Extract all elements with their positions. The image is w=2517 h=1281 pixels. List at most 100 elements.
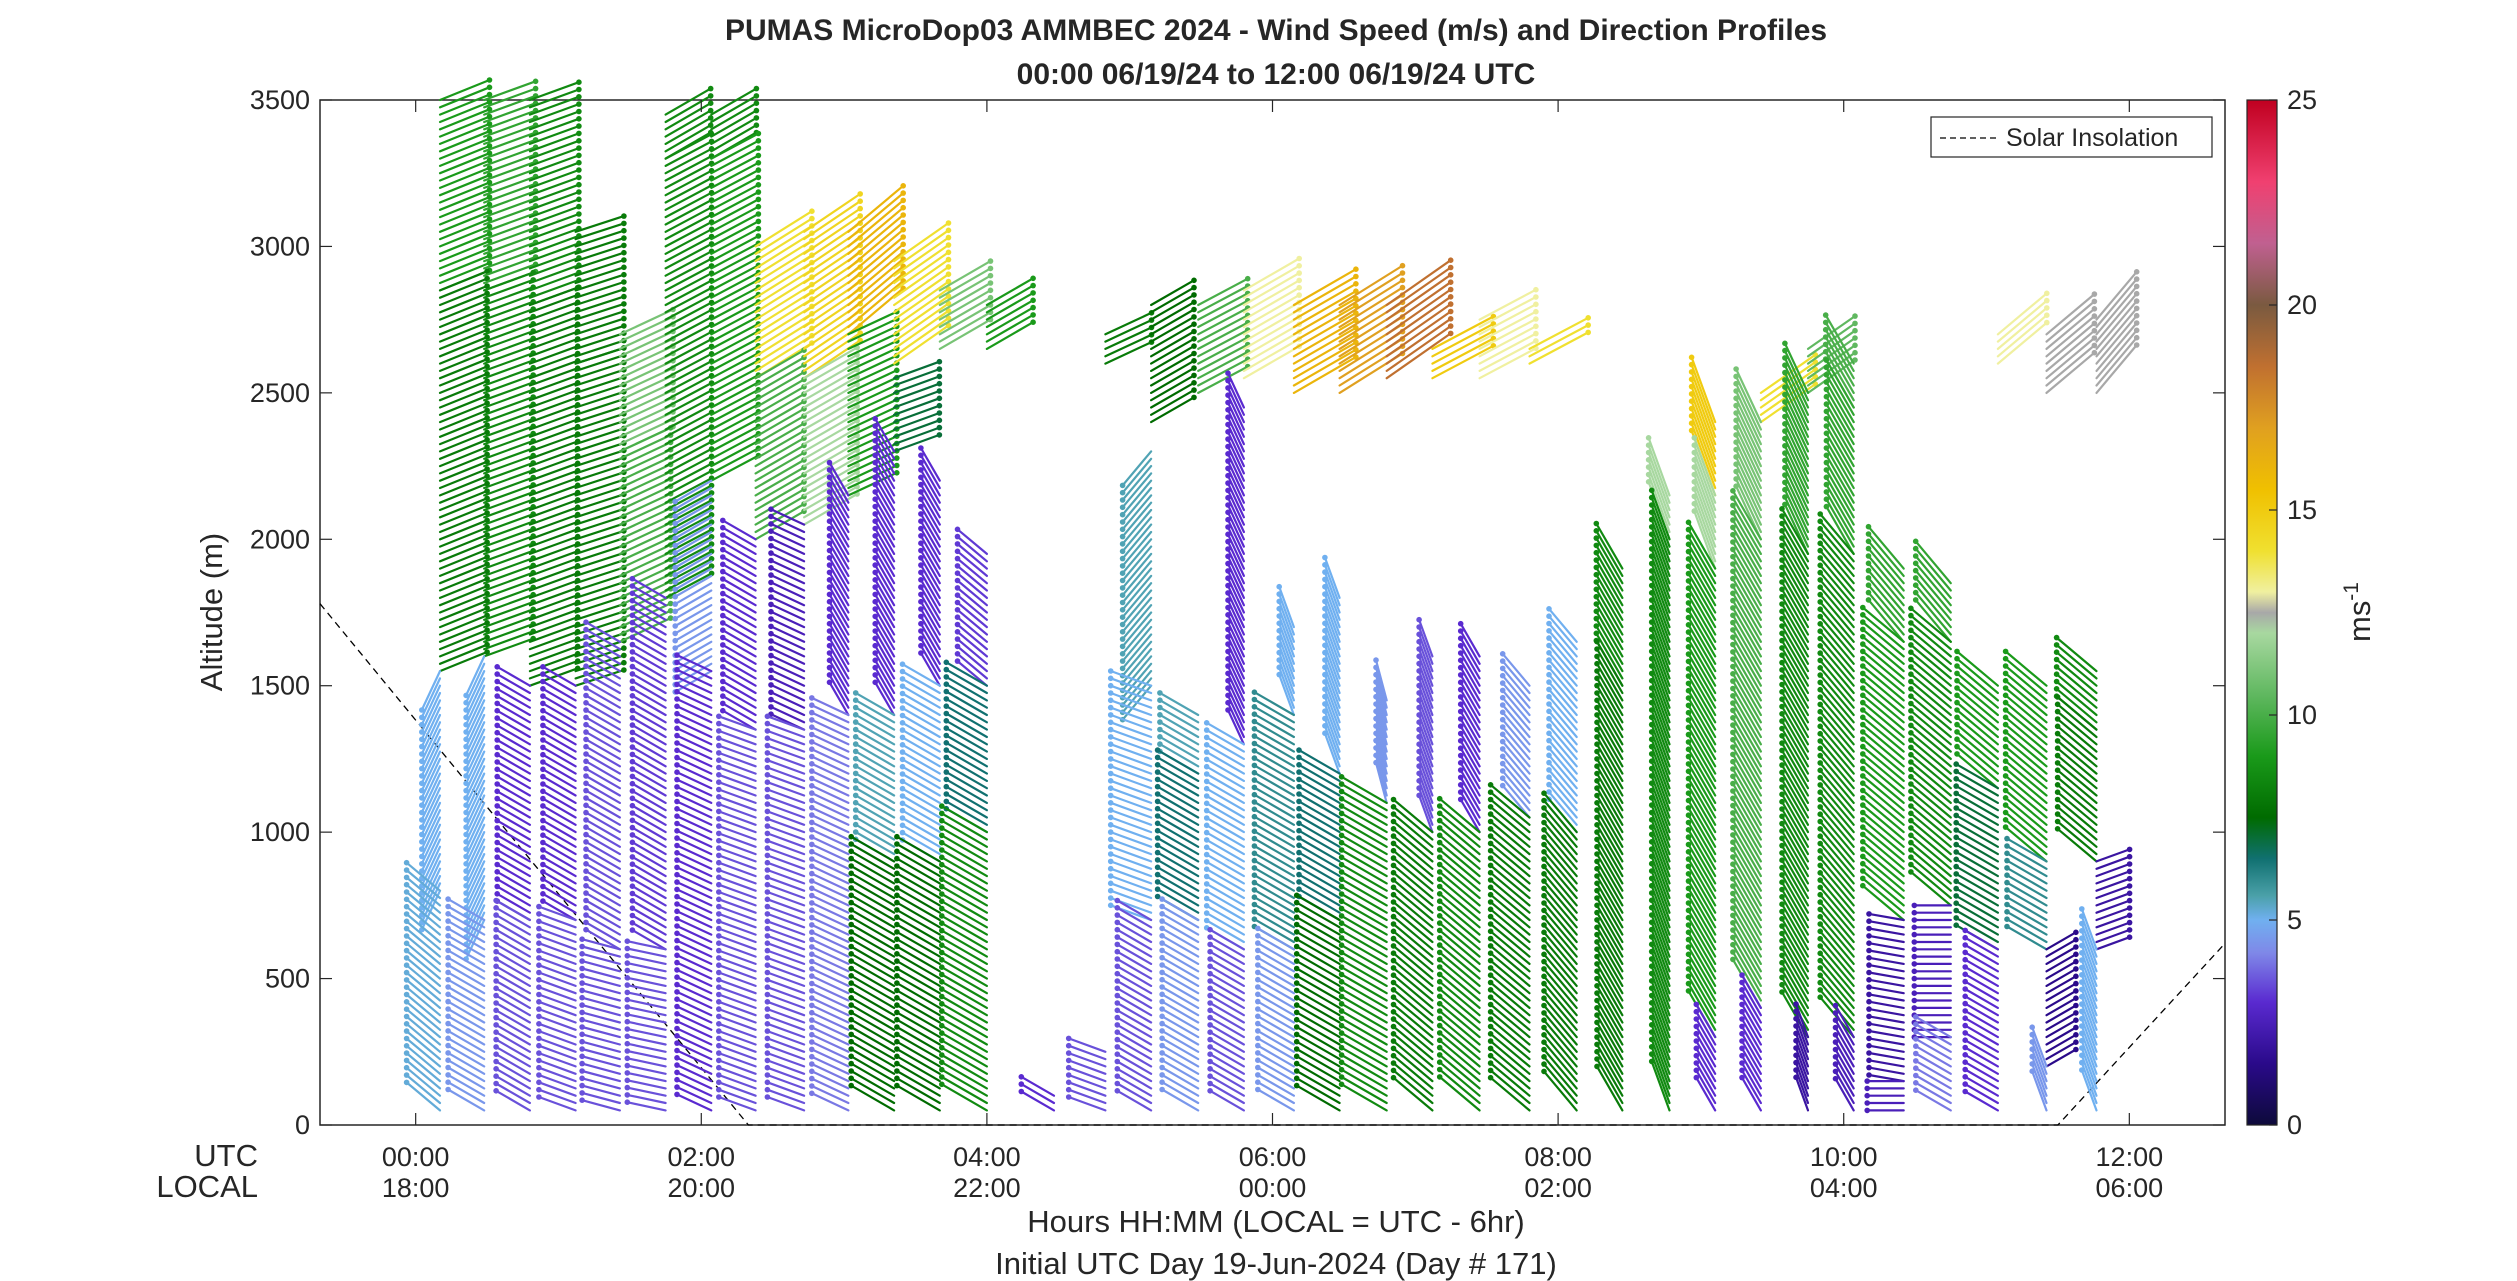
wind-barb-shaft <box>664 124 712 153</box>
wind-barb-head <box>1293 1009 1300 1016</box>
wind-barb-head <box>1436 1022 1443 1029</box>
wind-barb-shaft <box>495 943 532 966</box>
wind-barb-head <box>716 801 722 807</box>
wind-barb-shaft <box>1116 1023 1153 1046</box>
wind-barb-head <box>1251 894 1258 900</box>
wind-barb-shaft <box>710 447 760 475</box>
wind-barb-head <box>583 912 589 918</box>
wind-barb-head <box>809 208 815 214</box>
wind-barb-shaft <box>584 708 622 731</box>
wind-barb-head <box>629 627 636 633</box>
wind-barb-head <box>939 1008 945 1014</box>
wind-barb-shaft <box>940 958 989 988</box>
wind-barb-head <box>1065 1035 1072 1042</box>
wind-barb-head <box>1191 328 1197 335</box>
wind-barb-shaft <box>584 679 622 702</box>
wind-barb-head <box>1338 774 1345 780</box>
wind-barb-head <box>1114 970 1121 977</box>
wind-barb-head <box>1159 976 1165 983</box>
wind-barb-shaft <box>626 1027 667 1039</box>
wind-barb-head <box>768 587 774 593</box>
wind-barb-head <box>1114 978 1121 984</box>
wind-barb-shaft <box>483 352 535 372</box>
wind-barb-head <box>1107 734 1114 740</box>
wind-barb-shaft <box>675 778 713 797</box>
wind-barb-head <box>852 690 859 696</box>
wind-barb-shaft <box>584 913 622 936</box>
wind-barb-shaft <box>1121 508 1153 546</box>
wind-barb-shaft <box>438 343 489 365</box>
wind-barb-head <box>872 650 878 656</box>
wind-barb-shaft <box>631 899 667 922</box>
wind-barb-head <box>403 955 410 961</box>
wind-barb-head <box>894 863 900 869</box>
wind-barb-head <box>987 272 994 279</box>
wind-barb-shaft <box>631 892 667 914</box>
wind-barb-shaft <box>495 1075 532 1097</box>
wind-barb-shaft <box>919 593 941 629</box>
wind-barb-head <box>1296 864 1302 871</box>
wind-barb-shaft <box>584 760 622 783</box>
wind-barb-head <box>1154 791 1161 797</box>
wind-barb-head <box>809 951 815 957</box>
wind-barb-shaft <box>631 731 667 753</box>
wind-barb-head <box>1487 950 1494 956</box>
wind-barb-head <box>939 920 945 926</box>
wind-barb-shaft <box>1121 582 1153 619</box>
wind-barb-shaft <box>496 892 532 914</box>
wind-barb-shaft <box>892 368 941 387</box>
wind-barb-head <box>403 999 410 1005</box>
wind-barb-head <box>1207 1066 1213 1072</box>
wind-barb-head <box>894 1046 900 1052</box>
wind-barb-shaft <box>405 1073 442 1105</box>
wind-barb-shaft <box>631 782 667 805</box>
wind-barb-head <box>716 969 722 976</box>
wind-barb-head <box>716 757 722 763</box>
wind-barb-head <box>540 847 546 853</box>
wind-barb-head <box>1499 651 1506 657</box>
wind-barb-shaft <box>754 290 814 329</box>
wind-barb-shaft <box>584 716 622 739</box>
wind-barb-head <box>1203 903 1210 909</box>
wind-barb-head <box>403 1035 410 1042</box>
wind-barb-head <box>624 1026 631 1032</box>
wind-barb-shaft <box>618 418 675 446</box>
wind-barb-head <box>716 977 722 983</box>
wind-barb-head <box>419 707 425 713</box>
wind-barb-shaft <box>574 405 626 424</box>
wind-barb-head <box>1114 992 1121 999</box>
wind-barb-shaft <box>847 221 905 270</box>
wind-barb-head <box>1159 1064 1165 1071</box>
wind-barb-head <box>826 467 833 473</box>
wind-barb-shaft <box>537 1000 577 1017</box>
wind-barb-head <box>1065 1094 1072 1100</box>
wind-barb-head <box>857 213 863 219</box>
wind-barb-shaft <box>528 498 579 519</box>
wind-barb-shaft <box>537 993 577 1010</box>
wind-barb-head <box>939 1059 945 1066</box>
wind-barb-head <box>753 115 760 121</box>
wind-barb-shaft <box>528 389 579 409</box>
wind-barb-head <box>809 1068 815 1075</box>
wind-barb-head <box>716 859 722 866</box>
wind-barb-shaft <box>854 779 896 805</box>
wind-barb-head <box>629 590 636 597</box>
wind-barb-shaft <box>810 806 850 826</box>
wind-barb-head <box>918 474 924 481</box>
wind-barb-shaft <box>901 670 941 695</box>
wind-barb-shaft <box>580 1062 622 1075</box>
wind-barb-head <box>720 561 726 568</box>
wind-barb-head <box>894 995 900 1001</box>
wind-barb-shaft <box>754 349 806 380</box>
wind-barb-head <box>768 572 774 578</box>
wind-barb-head <box>899 822 906 829</box>
wind-barb-shaft <box>717 759 757 775</box>
wind-barb-head <box>809 746 815 752</box>
wind-barb-head <box>943 783 950 790</box>
wind-barb-shaft <box>717 1066 757 1083</box>
wind-barb-head <box>1251 843 1258 849</box>
wind-barb-head <box>1447 279 1454 286</box>
wind-barb-head <box>852 697 859 703</box>
wind-barb-shaft <box>537 905 577 922</box>
wind-barb-shaft <box>769 522 806 541</box>
